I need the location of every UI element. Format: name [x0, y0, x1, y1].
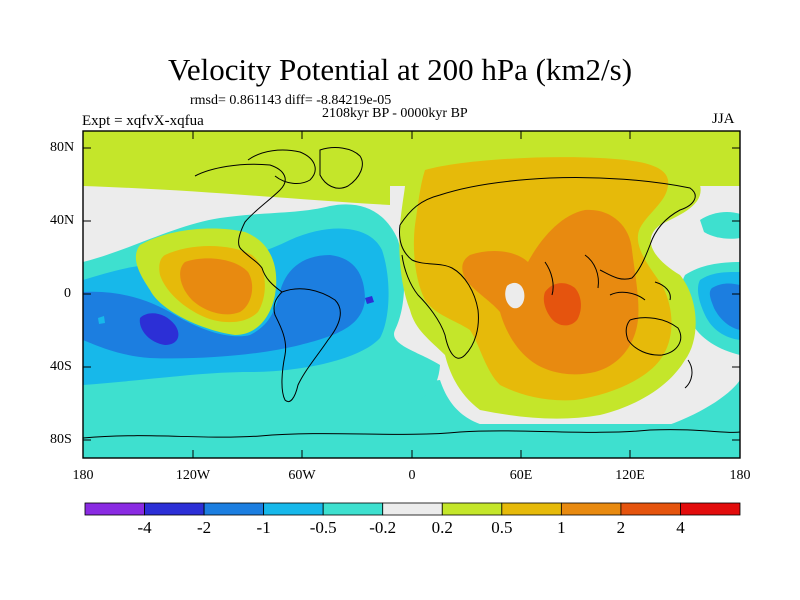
lat-label-80s: 80S: [50, 432, 72, 447]
colorbar: [84, 502, 741, 516]
lon-label-60e: 60E: [509, 468, 533, 483]
colorbar-label: -1: [256, 518, 271, 537]
map-title: Velocity Potential at 200 hPa (km2/s): [167, 52, 633, 87]
colorbar-box-5: [382, 502, 443, 516]
lon-label-0: 0: [408, 468, 416, 483]
lat-label-0: 0: [64, 286, 71, 301]
west-pacific-neg2: [709, 283, 740, 330]
colorbar-box-8: [560, 502, 622, 516]
lon-label-180e: 180: [729, 468, 751, 483]
colorbar-box-0: [84, 502, 145, 516]
colorbar-label: -2: [196, 518, 212, 537]
coast-maritime-continent: [609, 281, 671, 301]
coast-africa: [399, 224, 479, 359]
coast-antarctica: [83, 429, 740, 439]
coast-eurasia: [399, 176, 696, 280]
pacific-speck: [98, 316, 105, 324]
colorbar-box-2: [203, 502, 265, 516]
colorbar-label: 0.5: [491, 518, 513, 537]
lat-label-80n: 80N: [50, 140, 75, 155]
coastlines: [83, 147, 740, 439]
lon-label-120w: 120W: [175, 468, 211, 483]
positive-lobe-1: [180, 258, 253, 315]
colorbar-label: -0.2: [369, 518, 397, 537]
axis-ticks: [83, 131, 740, 458]
colorbar-box-1: [144, 502, 205, 516]
lon-label-180w: 180: [72, 468, 94, 483]
contour-field: [83, 131, 740, 458]
colorbar-label: 0.2: [431, 518, 453, 537]
season-label: JJA: [712, 111, 735, 127]
positive-core-indian: [543, 283, 581, 326]
colorbar-label: 4: [676, 518, 685, 537]
coast-canada-arctic: [247, 149, 316, 184]
lat-label-40n: 40N: [50, 213, 75, 228]
colorbar-box-7: [501, 502, 562, 516]
colorbar-label: 1: [557, 518, 566, 537]
north-positive-band-edge: [83, 186, 390, 205]
colorbar-label: -4: [137, 518, 152, 537]
colorbar-box-10: [680, 502, 741, 516]
coast-south-asia: [544, 254, 599, 296]
negative-core-pacific: [139, 313, 179, 345]
lon-label-120e: 120E: [615, 468, 645, 483]
north-pacific-neg: [700, 212, 740, 239]
colorbar-box-9: [620, 502, 681, 516]
period-text: 2108kyr BP - 0000kyr BP: [322, 106, 468, 121]
coast-greenland: [319, 147, 363, 189]
lat-label-40s: 40S: [50, 359, 72, 374]
coast-australia: [625, 317, 682, 356]
coast-south-america: [273, 288, 341, 403]
south-negative-band-edge: [83, 380, 740, 430]
stats-text: rmsd= 0.861143 diff= -8.84219e-05: [190, 93, 392, 108]
africa-neutral-patch: [505, 282, 525, 309]
colorbar-box-4: [322, 502, 384, 516]
colorbar-box-3: [263, 502, 324, 516]
experiment-label: Expt = xqfvX-xqfua: [82, 113, 204, 129]
negative-core-atlantic: [365, 296, 374, 304]
coast-new-zealand: [684, 359, 693, 389]
colorbar-label: 2: [616, 518, 626, 537]
colorbar-label: -0.5: [309, 518, 337, 537]
colorbar-box-6: [441, 502, 503, 516]
coast-north-america: [194, 163, 286, 293]
lon-label-60w: 60W: [288, 468, 316, 483]
